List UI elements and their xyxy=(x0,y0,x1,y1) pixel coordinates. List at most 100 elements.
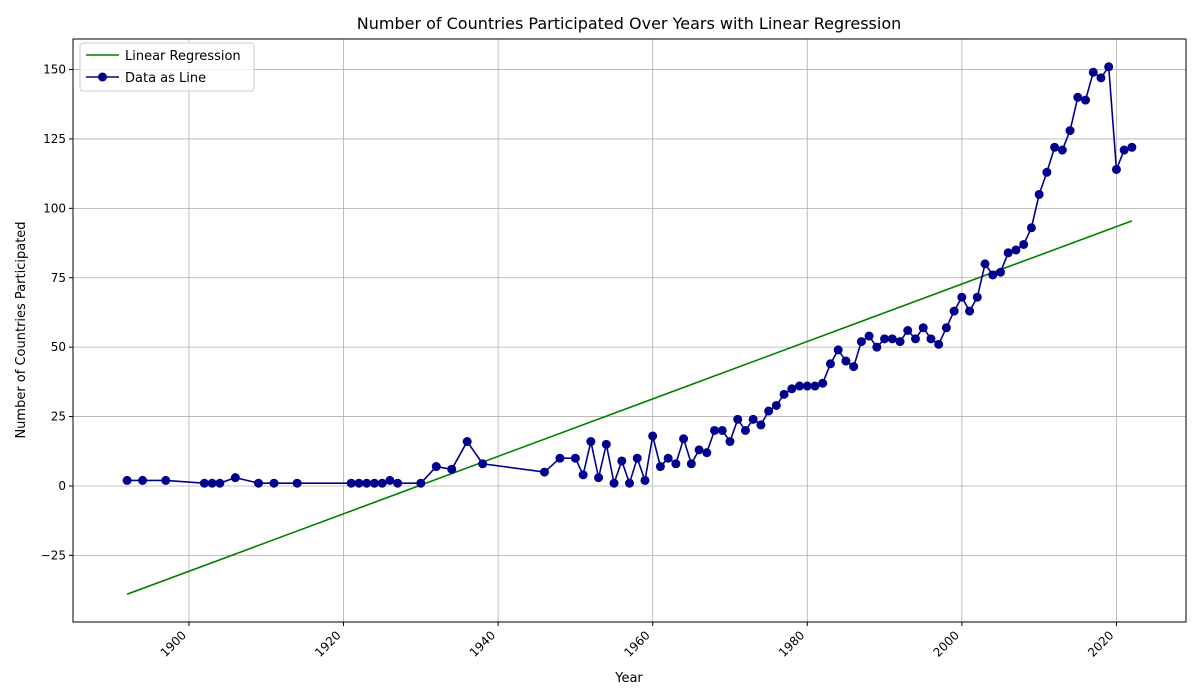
data-point xyxy=(539,467,549,477)
y-axis-label: Number of Countries Participated xyxy=(14,221,29,438)
data-point xyxy=(1104,62,1114,72)
data-point xyxy=(1003,248,1013,258)
data-point xyxy=(1111,164,1121,174)
legend-box xyxy=(79,42,255,92)
data-point xyxy=(965,306,975,316)
data-point xyxy=(686,459,696,469)
data-point xyxy=(934,339,944,349)
legend: Linear Regression Data as Line xyxy=(79,42,255,92)
data-point xyxy=(393,478,403,488)
y-tick-label: 0 xyxy=(58,479,66,493)
data-point xyxy=(918,323,928,333)
data-point xyxy=(733,414,743,424)
y-tick-label: −25 xyxy=(41,548,66,562)
data-point xyxy=(1127,142,1137,152)
data-point xyxy=(161,475,171,485)
plot-series xyxy=(122,62,1137,595)
legend-label-data-as-line: Data as Line xyxy=(125,71,206,86)
data-point xyxy=(818,378,828,388)
data-point xyxy=(570,453,580,463)
data-point xyxy=(122,475,132,485)
data-point xyxy=(1019,239,1029,249)
data-point xyxy=(725,437,735,447)
data-point xyxy=(972,292,982,302)
data-point xyxy=(138,475,148,485)
data-point xyxy=(988,270,998,280)
grid xyxy=(73,39,1186,622)
data-point xyxy=(230,473,240,483)
data-point xyxy=(640,475,650,485)
data-point xyxy=(254,478,263,488)
data-point xyxy=(207,478,217,488)
data-point xyxy=(787,384,797,394)
data-point xyxy=(771,400,781,410)
data-point xyxy=(1081,95,1091,105)
data-point xyxy=(632,453,642,463)
data-point xyxy=(1119,145,1129,155)
data-point xyxy=(663,453,673,463)
data-point xyxy=(949,306,959,316)
data-point xyxy=(1050,142,1060,152)
data-point xyxy=(199,478,209,488)
data-point xyxy=(864,331,874,341)
data-point xyxy=(625,478,634,488)
y-tick-label: 75 xyxy=(51,271,66,285)
data-point xyxy=(416,478,426,488)
data-point xyxy=(756,420,766,430)
data-point xyxy=(377,478,387,488)
data-point xyxy=(555,453,565,463)
data-point xyxy=(1042,167,1052,177)
data-point xyxy=(694,445,704,455)
data-point xyxy=(764,406,774,416)
data-point xyxy=(841,356,851,366)
data-point xyxy=(748,414,758,424)
data-point xyxy=(710,425,720,435)
data-point xyxy=(856,337,866,347)
data-point xyxy=(833,345,843,355)
data-point xyxy=(740,425,750,435)
data-point xyxy=(880,334,890,344)
data-point xyxy=(354,478,364,488)
data-point xyxy=(215,478,225,488)
data-point xyxy=(802,381,812,391)
data-point xyxy=(980,259,990,269)
data-point xyxy=(849,362,859,372)
data-point xyxy=(825,359,835,369)
data-point xyxy=(292,478,302,488)
data-point xyxy=(926,334,936,344)
data-point xyxy=(1034,189,1044,199)
data-point xyxy=(269,478,279,488)
x-axis-label: Year xyxy=(614,671,643,686)
data-point xyxy=(810,381,820,391)
data-point xyxy=(431,462,441,472)
data-point xyxy=(717,425,727,435)
y-tick-label: 150 xyxy=(43,63,66,77)
data-point xyxy=(385,475,395,485)
y-tick-label: 100 xyxy=(43,201,66,215)
data-point xyxy=(1065,126,1075,136)
data-point xyxy=(447,464,457,474)
data-point xyxy=(601,439,611,449)
data-point xyxy=(609,478,619,488)
data-point xyxy=(369,478,379,488)
legend-label-linear-regression: Linear Regression xyxy=(125,49,241,64)
data-point xyxy=(702,448,712,458)
plot-frame xyxy=(72,38,1187,623)
data-point xyxy=(655,462,665,472)
data-point xyxy=(362,478,372,488)
y-tick-label: 25 xyxy=(51,410,66,424)
data-point xyxy=(779,389,789,399)
series-line-linear-regression xyxy=(126,220,1133,595)
data-point xyxy=(1096,73,1106,83)
data-point xyxy=(1057,145,1067,155)
y-tick-label: 125 xyxy=(43,132,66,146)
data-point xyxy=(594,473,604,483)
data-point xyxy=(679,434,689,444)
y-tick-label: 50 xyxy=(51,340,66,354)
data-point xyxy=(346,478,356,488)
data-point xyxy=(1026,223,1036,233)
data-point xyxy=(957,292,967,302)
data-point xyxy=(795,381,805,391)
